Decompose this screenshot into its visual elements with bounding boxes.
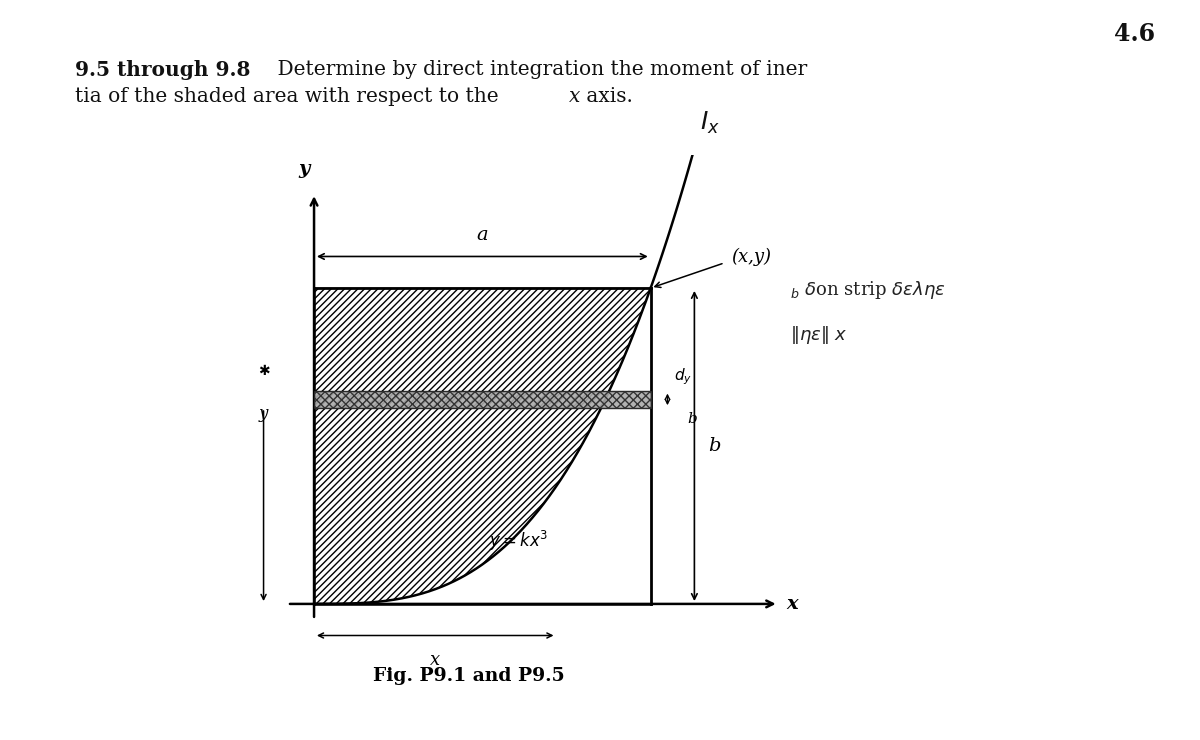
Text: b: b	[708, 437, 720, 455]
Text: ✱: ✱	[258, 364, 269, 378]
Text: x: x	[569, 87, 581, 106]
Polygon shape	[314, 391, 650, 408]
Text: Fig. P9.1 and P9.5: Fig. P9.1 and P9.5	[373, 667, 565, 685]
Text: $\|\eta\epsilon\|$ $x$: $\|\eta\epsilon\|$ $x$	[790, 324, 847, 346]
Text: $I_x$: $I_x$	[700, 110, 720, 136]
Text: a: a	[476, 226, 488, 244]
Text: tia of the shaded area with respect to the: tia of the shaded area with respect to t…	[74, 87, 505, 106]
Text: Determine by direct integration the moment of iner: Determine by direct integration the mome…	[252, 60, 808, 79]
Text: $_b$ $\delta$on strip $\delta\epsilon\lambda\eta\epsilon$: $_b$ $\delta$on strip $\delta\epsilon\la…	[790, 279, 946, 301]
Polygon shape	[314, 288, 650, 604]
Text: axis.: axis.	[580, 87, 632, 106]
Text: 4.6: 4.6	[1114, 22, 1154, 46]
Text: $y = kx^3$: $y = kx^3$	[490, 528, 548, 553]
Text: $d_y$: $d_y$	[674, 366, 692, 387]
Text: (x,y): (x,y)	[732, 247, 772, 266]
Text: x: x	[786, 595, 798, 613]
Text: y: y	[259, 405, 269, 422]
Text: y: y	[299, 160, 310, 178]
Text: x: x	[430, 651, 440, 669]
Text: b: b	[688, 412, 697, 426]
Text: 9.5 through 9.8: 9.5 through 9.8	[74, 60, 251, 80]
